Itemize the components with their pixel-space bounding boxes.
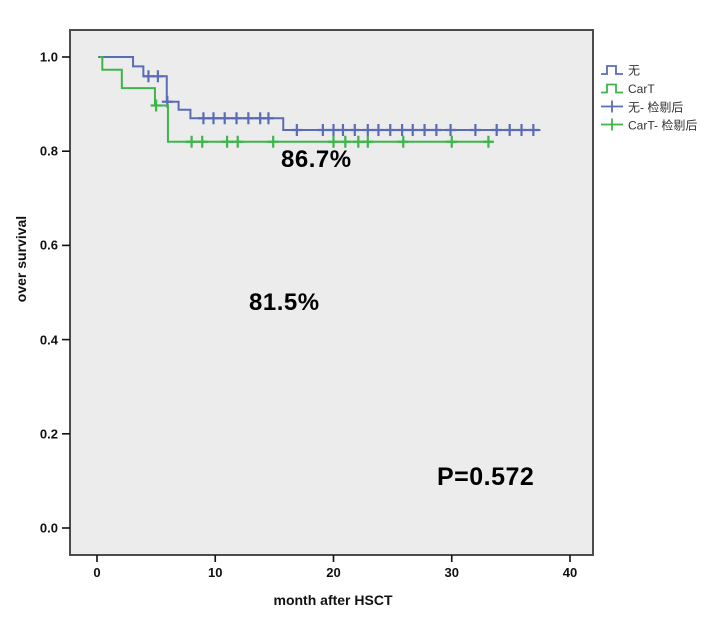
censor-mark [152, 70, 164, 83]
legend-step-symbol [601, 65, 623, 75]
censor-mark [219, 112, 231, 125]
censor-mark [419, 124, 431, 137]
plot-frame [69, 29, 594, 556]
censor-mark [504, 124, 516, 137]
censor-mark [396, 124, 408, 137]
legend-step-symbol [601, 83, 623, 94]
x-tick-label: 30 [444, 565, 459, 580]
censor-mark [527, 124, 539, 137]
censor-mark [207, 112, 219, 125]
censor-mark [384, 124, 396, 137]
censor-mark [232, 135, 244, 148]
y-axis-title: over survival [13, 215, 29, 303]
legend-item-label: CarT- 检剔后 [628, 118, 698, 132]
censor-mark [262, 112, 274, 125]
censor-mark [349, 124, 361, 137]
y-tick-label: 0.2 [39, 426, 58, 442]
censor-mark [337, 124, 349, 137]
censor-mark [328, 124, 339, 137]
censor-mark [469, 124, 481, 137]
legend-item-label: 无- 检剔后 [628, 100, 684, 114]
survival-rate-annotation-81-5: 81.5% [249, 289, 320, 316]
censor-mark [491, 124, 503, 137]
censor-mark [445, 124, 457, 137]
censor-mark [328, 135, 339, 148]
censor-mark [317, 124, 329, 137]
censor-mark [339, 135, 351, 148]
censor-mark [397, 135, 409, 148]
x-axis-title: month after HSCT [273, 592, 393, 608]
legend-censor-symbol [601, 118, 623, 131]
survival-curve-cart [99, 56, 492, 143]
censor-mark [362, 135, 374, 148]
y-tick-label: 0.6 [39, 237, 58, 253]
censor-mark [482, 135, 494, 148]
censor-mark [150, 99, 162, 112]
x-tick-label: 10 [208, 565, 223, 580]
legend-item-label: 无 [628, 63, 641, 78]
censor-mark [231, 112, 243, 125]
censor-mark [186, 135, 198, 148]
censor-mark [291, 124, 303, 137]
censor-mark [242, 112, 254, 125]
censor-mark [196, 135, 208, 148]
censor-mark [362, 124, 374, 137]
y-tick-label: 0.4 [39, 332, 58, 348]
censor-mark [221, 135, 233, 148]
y-tick-label: 1.0 [39, 49, 58, 65]
censor-mark [142, 70, 154, 83]
censor-mark [197, 112, 209, 125]
censor-mark [516, 124, 528, 137]
y-tick-label: 0.8 [39, 143, 58, 159]
censor-mark [267, 135, 279, 148]
survival-rate-annotation-86-7: 86.7% [281, 146, 352, 173]
censor-mark [407, 124, 419, 137]
plot-area-background [70, 30, 593, 555]
legend-censor-symbol [601, 100, 623, 113]
x-tick-label: 0 [93, 565, 101, 580]
p-value-annotation: P=0.572 [437, 463, 535, 491]
x-tick-label: 40 [562, 565, 578, 580]
y-tick-label: 0.0 [39, 520, 58, 536]
censor-mark [430, 124, 442, 137]
legend-item-label: CarT [628, 81, 655, 96]
censor-mark [352, 135, 364, 148]
x-tick-label: 20 [326, 565, 341, 580]
censor-mark [372, 124, 384, 137]
censor-mark [446, 135, 458, 148]
